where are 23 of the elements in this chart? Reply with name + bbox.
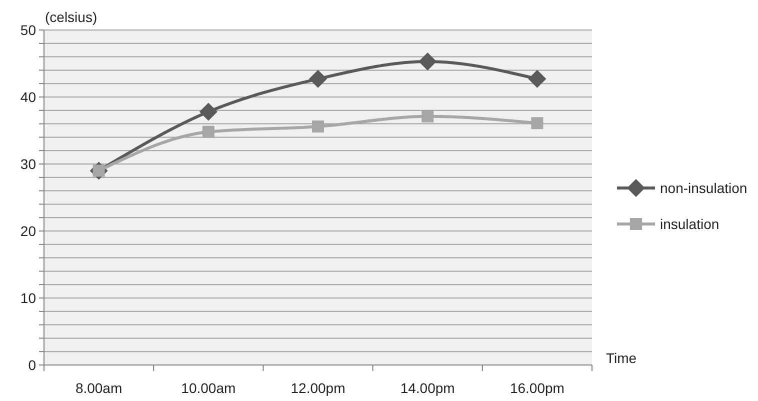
y-tick-label: 50	[20, 22, 36, 38]
point	[528, 70, 546, 88]
y-tick-label: 10	[20, 290, 36, 306]
x-tick-label: 14.00pm	[400, 380, 455, 396]
x-tick-label: 16.00pm	[510, 380, 564, 396]
point	[531, 117, 544, 130]
x-tick-label: 10.00am	[181, 380, 236, 396]
point	[309, 70, 327, 88]
x-axis-title: Time	[606, 350, 637, 366]
y-tick-label: 20	[20, 222, 36, 239]
point	[199, 102, 218, 121]
y-tick-label: 30	[20, 156, 36, 172]
legend-label: insulation	[660, 216, 720, 232]
point	[202, 126, 214, 138]
legend-label: non-insulation	[660, 180, 748, 196]
y-axis-title: (celsius)	[45, 9, 98, 25]
y-tick-label: 0	[28, 356, 36, 373]
y-tick-label: 40	[20, 88, 36, 105]
point	[312, 120, 324, 132]
point	[418, 52, 437, 70]
x-tick-label: 12.00pm	[290, 380, 346, 396]
point	[422, 110, 434, 122]
x-tick-label: 8.00am	[75, 380, 122, 396]
